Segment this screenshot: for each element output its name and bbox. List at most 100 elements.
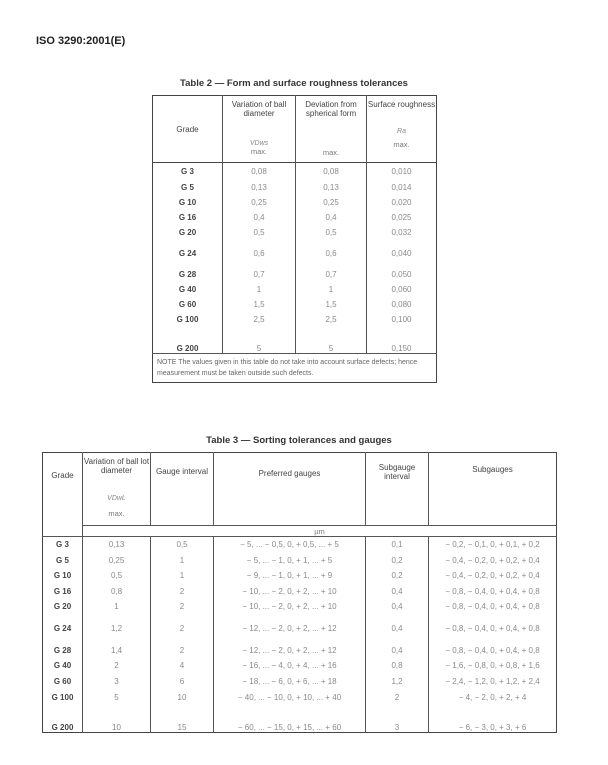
document-id: ISO 3290:2001(E)	[36, 35, 126, 47]
value-cell: 3	[82, 673, 151, 690]
grade-cell: G 20	[178, 227, 197, 237]
grade-cell: G 24	[53, 623, 72, 633]
value-cell: 0,13	[222, 179, 296, 195]
value-cell: 2	[150, 613, 214, 643]
value-cell: 0,025	[366, 209, 437, 225]
unit-row: µm	[82, 525, 557, 537]
grade-cell: G 28	[178, 269, 197, 279]
value-cell: 0,2	[365, 567, 429, 584]
value-cell: 0,7	[295, 266, 367, 282]
table2-form-roughness: Grade Variation of ball diameter VDws max.…	[152, 95, 437, 383]
value-cell: 10	[150, 689, 214, 706]
table-row: G 16 0,8 2− 10, ... − 2, 0, + 2, ... + 10 0…	[43, 583, 557, 599]
value-cell: 0,6	[222, 239, 296, 267]
grade-cell: G 16	[53, 586, 72, 596]
value-cell: 0,8	[82, 583, 151, 599]
grade-cell: G 24	[178, 248, 197, 258]
value-cell: − 40, ... − 10, 0, + 10, ... + 40	[213, 689, 366, 706]
value-cell: 0,010	[366, 162, 437, 180]
value-cell: 2	[82, 657, 151, 674]
value-cell: − 16, ... − 4, 0, + 4, ... + 16	[213, 657, 366, 674]
value-cell: 0,25	[295, 194, 367, 210]
table-row: G 28 0,7 0,7 0,050	[153, 266, 437, 282]
table-row: G 28 1,4 2− 12, ... − 2, 0, + 2, ... + 12 0…	[43, 642, 557, 658]
grade-cell: G 60	[53, 677, 72, 686]
table-row: G 20 0,5 0,5 0,032	[153, 224, 437, 240]
table-row: G 5 0,25 1− 5, ... − 1, 0, + 1, ... + 5 0,2…	[43, 552, 557, 568]
value-cell: 0,1	[365, 536, 429, 553]
value-cell: 0,5	[295, 224, 367, 240]
col-header-variation: Variation of ball diameter VDws max.	[222, 95, 296, 163]
value-cell: 0,13	[295, 179, 367, 195]
value-cell: 2	[150, 642, 214, 658]
value-cell: 5	[82, 689, 151, 706]
grade-cell: G 10	[53, 571, 72, 580]
value-cell: 0,020	[366, 194, 437, 210]
value-cell: 1	[222, 281, 296, 297]
value-cell: 5	[222, 327, 296, 354]
value-cell: − 0,8, − 0,4, 0, + 0,4, + 0,8	[428, 642, 557, 658]
value-cell: 0,25	[82, 552, 151, 568]
grade-cell: G 20	[53, 601, 72, 611]
table-row: G 200 10 15− 60, ... − 15, 0, + 15, ... + …	[43, 705, 557, 733]
value-cell: 10	[82, 705, 151, 733]
value-cell: − 12, ... − 2, 0, + 2, ... + 12	[213, 642, 366, 658]
table-row: G 10 0,25 0,25 0,020	[153, 194, 437, 210]
value-cell: − 9, ... − 1, 0, + 1, ... + 9	[213, 567, 366, 584]
value-cell: 3	[365, 705, 429, 733]
value-cell: 0,4	[365, 642, 429, 658]
value-cell: − 0,8, − 0,4, 0, + 0,4, + 0,8	[428, 583, 557, 599]
value-cell: 0,25	[222, 194, 296, 210]
value-cell: 0,4	[365, 598, 429, 614]
value-cell: 2	[365, 689, 429, 706]
col-header-roughness: Surface roughness Ra max.	[366, 95, 437, 163]
grade-cell: G 40	[53, 661, 72, 670]
col-header-grade: Grade	[176, 124, 199, 134]
grade-cell: G 3	[181, 166, 194, 176]
value-cell: 2	[150, 598, 214, 614]
value-cell: 0,08	[295, 162, 367, 180]
value-cell: 0,7	[222, 266, 296, 282]
value-cell: 1,5	[295, 296, 367, 312]
value-cell: 0,4	[295, 209, 367, 225]
value-cell: 0,8	[365, 657, 429, 674]
table-row: G 40 1 1 0,060	[153, 281, 437, 297]
value-cell: 0,4	[222, 209, 296, 225]
value-cell: 0,5	[222, 224, 296, 240]
value-cell: 2,5	[222, 311, 296, 328]
grade-cell: G 200	[51, 723, 74, 732]
table2-caption: Table 2 — Form and surface roughness tol…	[180, 78, 408, 89]
value-cell: 2	[150, 583, 214, 599]
value-cell: − 4, − 2, 0, + 2, + 4	[428, 689, 557, 706]
col-header-gauge-interval: Gauge interval	[150, 452, 214, 526]
value-cell: 1	[295, 281, 367, 297]
grade-cell: G 200	[176, 344, 199, 353]
grade-cell: G 5	[56, 555, 69, 565]
value-cell: 0,150	[366, 327, 437, 354]
value-cell: − 60, ... − 15, 0, + 15, ... + 60	[213, 705, 366, 733]
value-cell: − 1,6, − 0,8, 0, + 0,8, + 1,6	[428, 657, 557, 674]
value-cell: 1	[150, 552, 214, 568]
grade-cell: G 28	[53, 645, 72, 655]
col-header-deviation: Deviation from spherical form max.	[295, 95, 367, 163]
value-cell: 0,032	[366, 224, 437, 240]
value-cell: 0,040	[366, 239, 437, 267]
table-row: G 100 5 10− 40, ... − 10, 0, + 10, ... + 4…	[43, 689, 557, 706]
value-cell: 0,13	[82, 536, 151, 553]
grade-cell: G 40	[178, 284, 197, 294]
table-row: G 20 1 2− 10, ... − 2, 0, + 2, ... + 10 0,4…	[43, 598, 557, 614]
value-cell: 5	[295, 327, 367, 354]
value-cell: − 0,8, − 0,4, 0, + 0,4, + 0,8	[428, 598, 557, 614]
grade-cell: G 10	[178, 197, 197, 207]
table-row: G 200 5 5 0,150	[153, 327, 437, 354]
value-cell: 0,050	[366, 266, 437, 282]
value-cell: − 2,4, − 1,2, 0, + 1,2, + 2,4	[428, 673, 557, 690]
value-cell: 15	[150, 705, 214, 733]
value-cell: 0,080	[366, 296, 437, 312]
value-cell: 0,08	[222, 162, 296, 180]
col-header-grade: Grade	[51, 471, 74, 480]
value-cell: − 10, ... − 2, 0, + 2, ... + 10	[213, 583, 366, 599]
value-cell: − 18, ... − 6, 0, + 6, ... + 18	[213, 673, 366, 690]
table-row: G 60 3 6− 18, ... − 6, 0, + 6, ... + 18 1,2…	[43, 673, 557, 690]
table-row: G 3 0,08 0,08 0,010	[153, 162, 437, 180]
